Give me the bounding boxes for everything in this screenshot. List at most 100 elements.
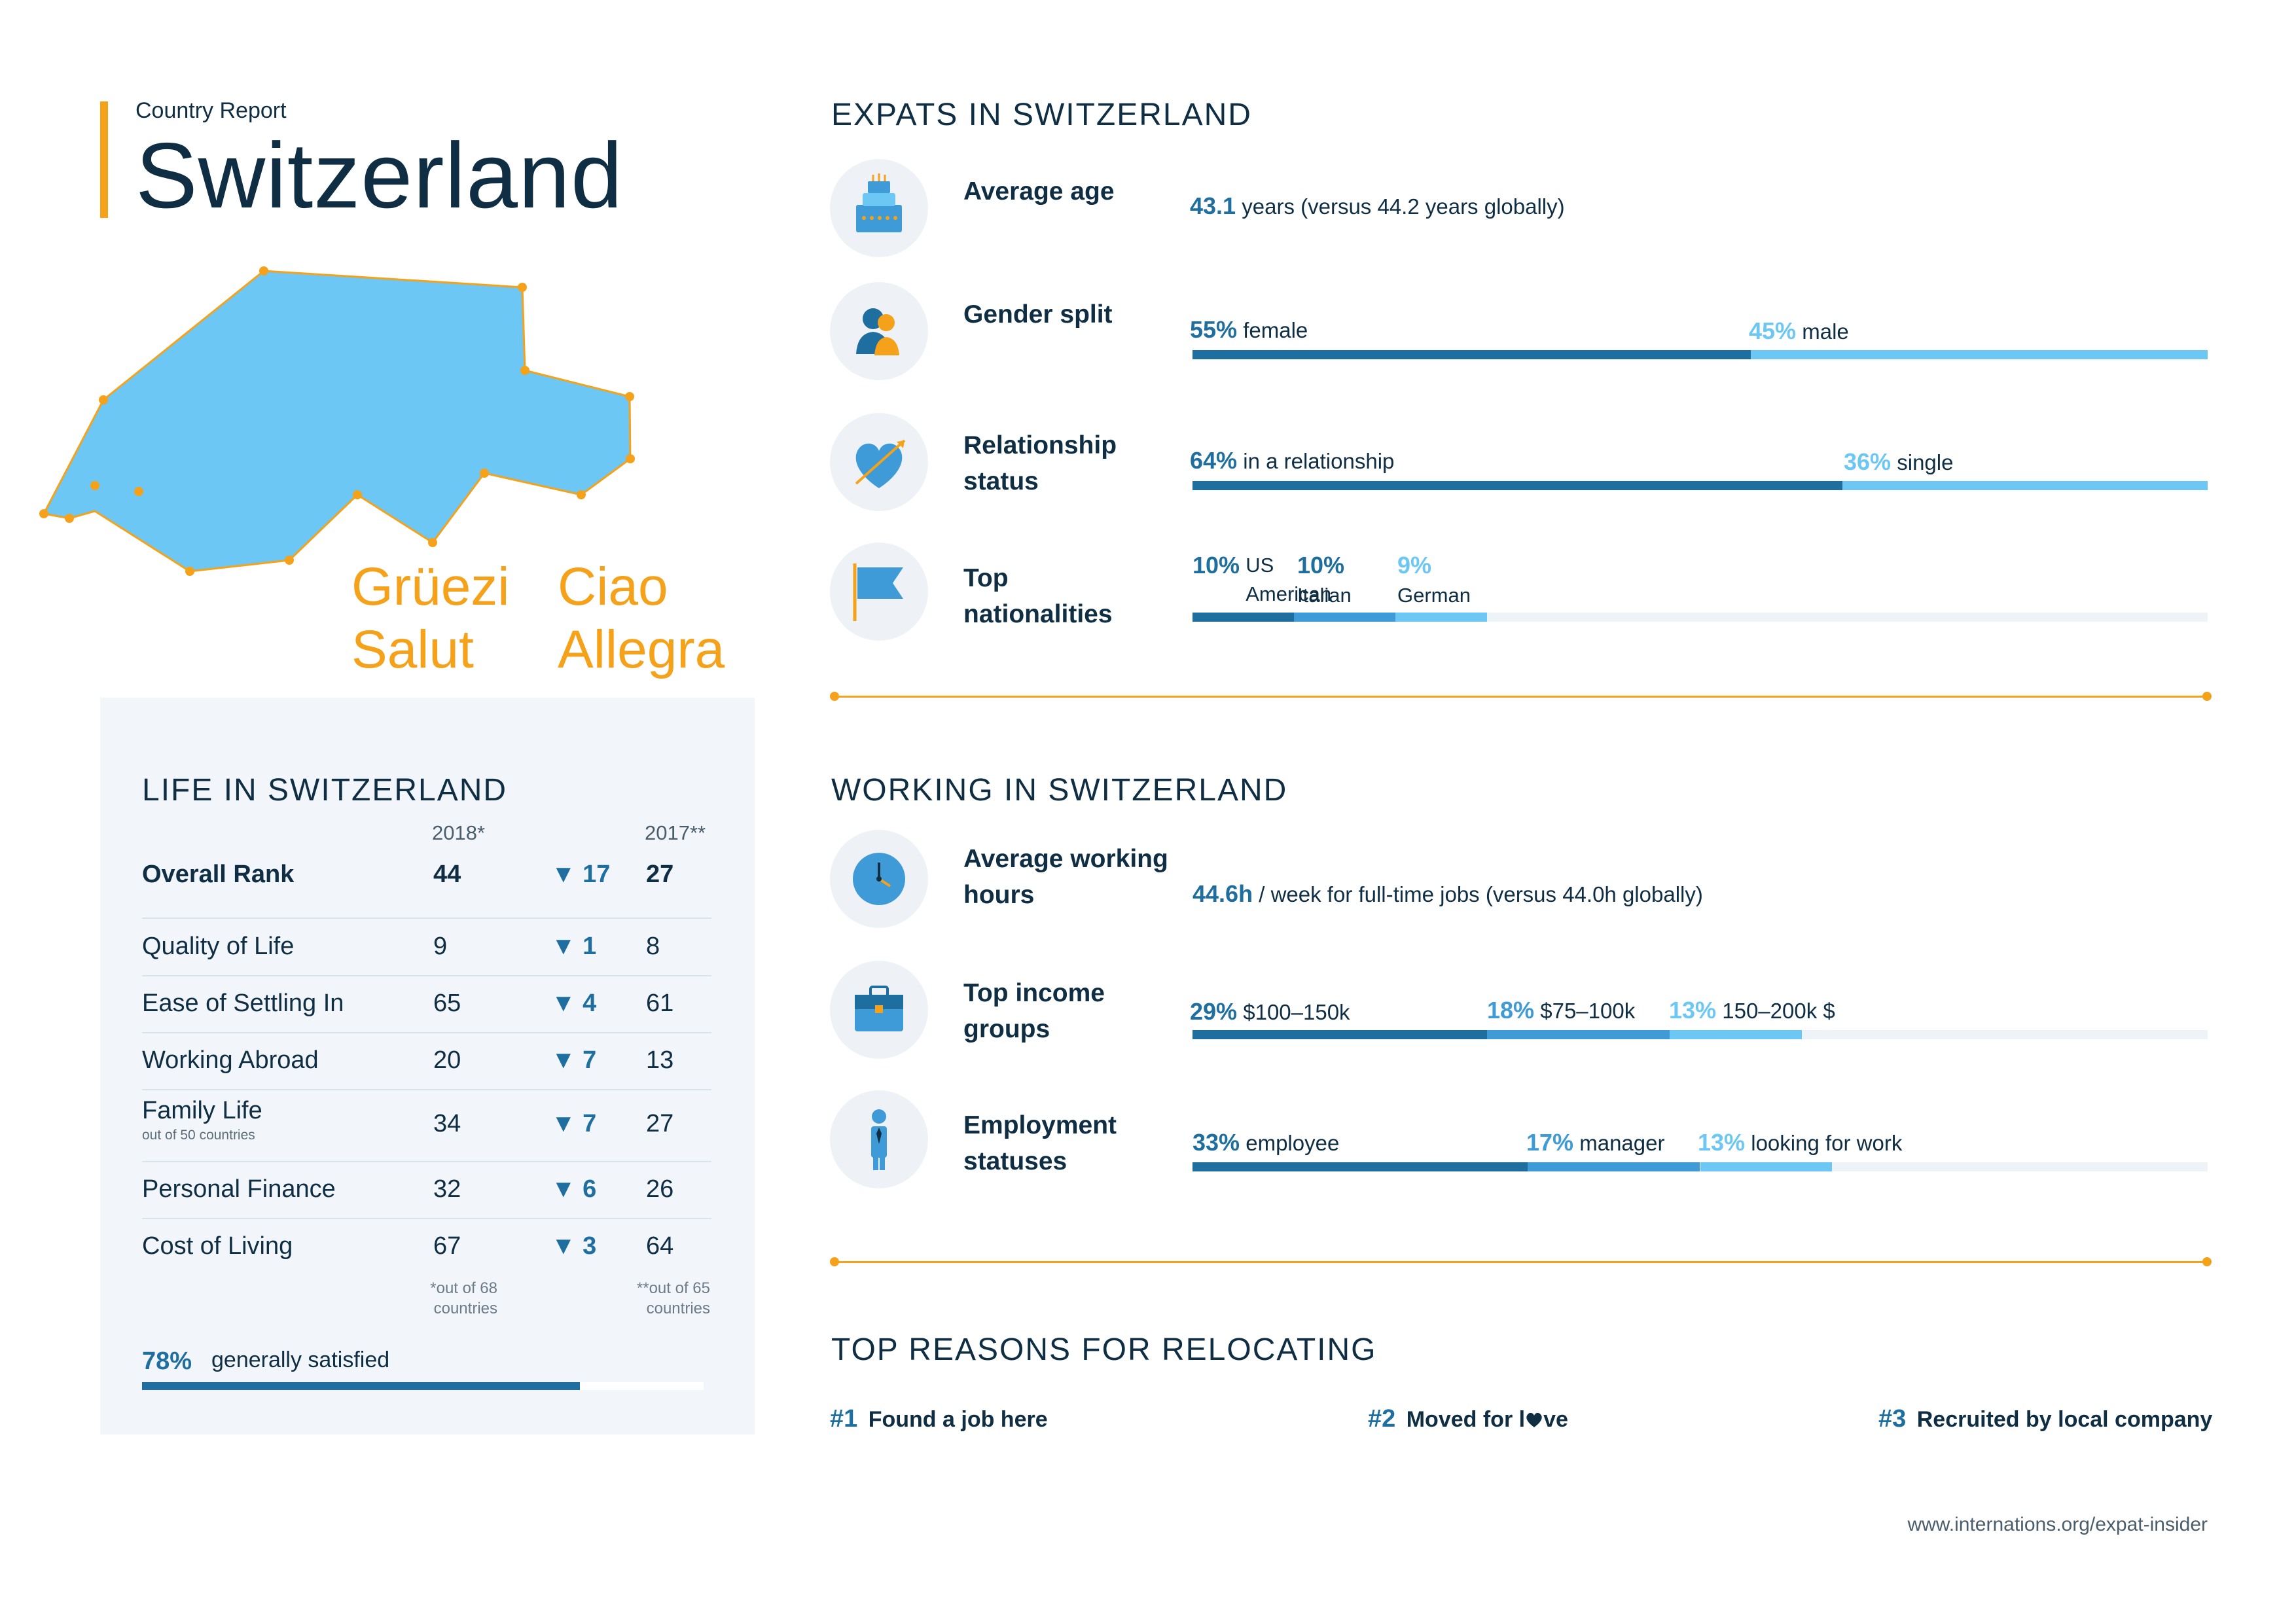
income-bar-1 — [1193, 1030, 1487, 1039]
employment-bar — [1193, 1162, 2208, 1171]
nationalities-bar-1 — [1193, 613, 1295, 622]
income-bar — [1193, 1030, 2208, 1039]
gender-bar-female — [1193, 350, 1751, 359]
single-label: single — [1897, 450, 1954, 474]
rank-row-overall: Overall Rank 44 ▼ 17 27 — [142, 847, 711, 903]
nationality-3-pct: 9% — [1397, 552, 1432, 579]
gender-female: 55% female — [1190, 316, 1308, 344]
footnote-2017: **out of 65 countries — [636, 1279, 710, 1317]
relationship-bar-together — [1193, 481, 1842, 490]
reason-2-text-end: ve — [1543, 1407, 1568, 1432]
reason-3-number: #3 — [1878, 1405, 1907, 1433]
male-pct: 45% — [1749, 317, 1797, 344]
employment-3-label: looking for work — [1751, 1131, 1903, 1155]
clock-icon-circle — [830, 830, 928, 928]
working-section-title: WORKING IN SWITZERLAND — [831, 773, 1288, 808]
reason-3-text: Recruited by local company — [1916, 1407, 2213, 1432]
rank-2017: 13 — [646, 1046, 674, 1074]
rank-row-family-life: Family Life out of 50 countries 34 ▼ 7 2… — [142, 1090, 711, 1162]
income-2-label: $75–100k — [1540, 999, 1636, 1023]
satisfied-bar-fill — [142, 1382, 581, 1390]
rank-2017: 27 — [646, 861, 674, 888]
employment-2-pct: 17% — [1526, 1129, 1574, 1156]
income-3-label: 150–200k $ — [1722, 999, 1835, 1023]
relationship-label: in a relationship — [1243, 449, 1395, 473]
hours-stat: 44.6h / week for full-time jobs (versus … — [1193, 880, 1703, 908]
income-1-label: $100–150k — [1243, 1000, 1350, 1024]
rank-change: ▼ 4 — [551, 990, 597, 1017]
column-header-2018: 2018* — [432, 821, 486, 844]
heart-arrow-icon — [855, 439, 906, 488]
expats-section-title: EXPATS IN SWITZERLAND — [831, 98, 1252, 132]
relationship-bar — [1193, 481, 2208, 490]
rank-label: Cost of Living — [142, 1232, 293, 1260]
nationality-3: 9% German — [1397, 551, 1489, 610]
rank-2018: 32 — [433, 1175, 461, 1203]
employment-1-label: employee — [1246, 1131, 1340, 1155]
life-panel — [100, 698, 755, 1435]
income-bar-2 — [1486, 1030, 1670, 1039]
relationship-bar-single — [1842, 481, 2208, 490]
rank-2017: 8 — [646, 933, 660, 960]
flag-icon-circle — [830, 543, 928, 641]
rank-change: ▼ 6 — [551, 1175, 597, 1203]
employment-bar-1 — [1193, 1162, 1528, 1171]
male-label: male — [1802, 319, 1849, 344]
divider-dot-left — [830, 692, 839, 701]
employment-1: 33% employee — [1193, 1129, 1339, 1156]
nationalities-bar — [1193, 613, 2208, 622]
row-label-employment-statuses: Employment statuses — [963, 1111, 1117, 1175]
income-1: 29% $100–150k — [1190, 998, 1350, 1026]
rank-row-ease-of-settling: Ease of Settling In 65 ▼ 4 61 — [142, 976, 711, 1033]
nationality-1: 10% US American — [1193, 551, 1344, 609]
employee-icon — [871, 1109, 887, 1170]
rank-row-personal-finance: Personal Finance 32 ▼ 6 26 — [142, 1162, 711, 1219]
age-stat: 43.1 years (versus 44.2 years globally) — [1190, 192, 1565, 220]
reason-3: #3 Recruited by local company — [1878, 1405, 2212, 1433]
rank-change: ▼ 3 — [551, 1232, 597, 1260]
title-accent-bar — [100, 101, 108, 218]
page-title: Switzerland — [135, 124, 623, 228]
divider-dot-right — [2202, 1257, 2212, 1266]
rank-row-quality-of-life: Quality of Life 9 ▼ 1 8 — [142, 919, 711, 976]
row-label-top-nationalities: Top nationalities — [963, 564, 1113, 628]
income-2-pct: 18% — [1487, 997, 1535, 1024]
reason-2: #2 Moved for l ve — [1368, 1405, 1568, 1433]
hours-text: / week for full-time jobs (versus 44.0h … — [1259, 882, 1703, 906]
rank-change: ▼ 1 — [551, 933, 597, 960]
nationality-3-name: German — [1397, 584, 1471, 607]
greeting-allegra: Allegra — [558, 620, 725, 679]
reason-2-text: Moved for l — [1406, 1407, 1526, 1432]
relationship-together: 64% in a relationship — [1190, 447, 1394, 474]
relationship-single: 36% single — [1844, 448, 1953, 476]
flag-icon — [853, 563, 903, 621]
satisfied-percent: 78% — [142, 1347, 192, 1375]
switzerland-map — [39, 266, 635, 576]
hours-value: 44.6h — [1193, 880, 1253, 907]
rank-2018: 44 — [433, 861, 461, 888]
rank-sublabel: out of 50 countries — [142, 1128, 255, 1143]
section-divider — [834, 696, 2207, 698]
nationality-2-pct: 10% — [1297, 552, 1345, 579]
briefcase-icon-circle — [830, 961, 928, 1059]
rank-label: Ease of Settling In — [142, 990, 344, 1017]
rank-2018: 9 — [433, 933, 448, 960]
income-3-pct: 13% — [1669, 997, 1717, 1024]
rank-change: ▼ 7 — [551, 1110, 597, 1137]
employment-2: 17% manager — [1526, 1129, 1664, 1156]
footer-url[interactable]: www.internations.org/expat-insider — [1907, 1514, 2208, 1535]
rank-row-working-abroad: Working Abroad 20 ▼ 7 13 — [142, 1033, 711, 1090]
rank-label: Family Life — [142, 1097, 262, 1124]
row-label-income-groups: Top income groups — [963, 979, 1105, 1043]
nationality-2-name: Italian — [1297, 584, 1352, 607]
female-label: female — [1243, 318, 1308, 342]
rank-row-cost-of-living: Cost of Living 67 ▼ 3 64 — [142, 1219, 711, 1275]
rank-label: Overall Rank — [142, 861, 295, 888]
clock-icon — [853, 853, 905, 905]
rank-2018: 20 — [433, 1046, 461, 1074]
rank-2018: 34 — [433, 1110, 461, 1137]
rank-2017: 64 — [646, 1232, 674, 1260]
row-label-average-age: Average age — [963, 177, 1115, 205]
divider-dot-left — [830, 1257, 839, 1266]
report-kicker: Country Report — [135, 98, 287, 123]
